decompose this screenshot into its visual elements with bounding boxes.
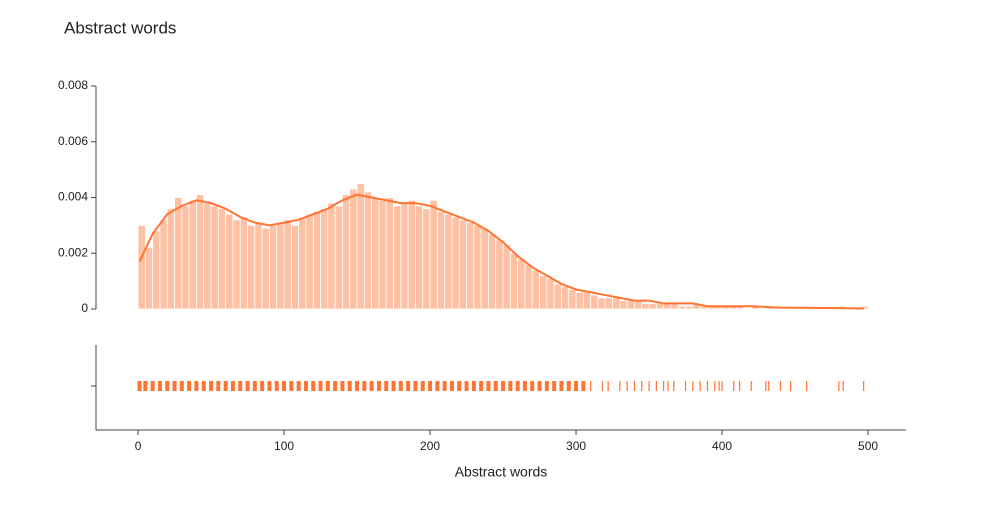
bar — [210, 205, 219, 310]
bar — [641, 303, 650, 310]
bar — [137, 224, 146, 310]
bar — [502, 244, 511, 310]
bar — [407, 199, 416, 310]
y-tick-label: 0.002 — [58, 245, 88, 259]
y-tick-label: 0.008 — [58, 78, 88, 92]
bar — [349, 188, 358, 310]
bar — [524, 263, 533, 310]
bar — [290, 224, 300, 310]
bar — [473, 224, 482, 310]
y-tick-label: 0 — [81, 301, 88, 315]
bar — [385, 197, 394, 310]
bar — [400, 202, 409, 310]
bar — [495, 238, 504, 310]
bar — [239, 216, 248, 310]
bar — [269, 224, 278, 310]
x-tick-label: 300 — [566, 439, 586, 453]
bar — [415, 205, 424, 310]
bar — [312, 211, 321, 310]
bar — [363, 191, 373, 310]
bar — [203, 202, 212, 310]
bar — [582, 291, 592, 310]
bar — [305, 213, 314, 310]
bar — [648, 303, 657, 310]
bar — [298, 216, 307, 310]
bar — [634, 300, 643, 310]
y-tick-label: 0.004 — [58, 190, 88, 204]
x-axis-label: Abstract words — [455, 464, 548, 480]
bar — [604, 297, 613, 310]
chart-title: Abstract words — [64, 18, 176, 37]
bar — [378, 199, 387, 310]
bar — [480, 227, 489, 310]
bar — [188, 199, 197, 310]
bar — [444, 213, 453, 310]
bar — [517, 258, 526, 310]
x-tick-label: 100 — [274, 439, 294, 453]
bar — [159, 219, 168, 310]
bar — [342, 194, 351, 310]
bar — [466, 222, 475, 310]
bar — [254, 222, 263, 310]
bar — [568, 289, 577, 310]
x-tick-label: 0 — [135, 439, 142, 453]
bar — [152, 230, 161, 310]
bar — [488, 233, 497, 310]
bar — [334, 205, 343, 310]
bar — [655, 303, 665, 310]
bar — [590, 294, 599, 310]
bar — [619, 300, 628, 310]
bar — [539, 275, 548, 310]
x-tick-label: 400 — [712, 439, 732, 453]
bar — [327, 202, 336, 310]
bar — [174, 197, 183, 310]
bar — [217, 208, 227, 310]
bar — [225, 213, 234, 310]
bar — [436, 211, 446, 310]
bar — [232, 219, 241, 310]
bar — [553, 283, 562, 310]
bar — [320, 208, 329, 310]
bar — [261, 227, 270, 310]
bar — [677, 305, 686, 310]
bar — [181, 205, 190, 310]
bar — [276, 222, 285, 310]
bar — [612, 297, 621, 310]
bar — [196, 194, 205, 310]
y-tick-label: 0.006 — [58, 134, 88, 148]
bar — [356, 183, 365, 310]
bar — [166, 208, 175, 310]
bar — [429, 199, 438, 310]
bar — [546, 277, 555, 310]
kde-curve — [138, 193, 864, 310]
bar — [685, 305, 694, 310]
bar — [247, 224, 256, 310]
bar — [451, 216, 460, 310]
bar — [561, 286, 570, 310]
x-tick-label: 500 — [858, 439, 878, 453]
bar — [531, 269, 540, 310]
bar — [597, 297, 606, 310]
bar — [422, 208, 431, 310]
bar — [283, 219, 292, 310]
bar — [371, 197, 380, 310]
bar — [509, 252, 519, 310]
bar — [458, 219, 467, 310]
bar — [144, 247, 154, 310]
bar — [626, 300, 635, 310]
x-tick-label: 200 — [420, 439, 440, 453]
bar — [575, 291, 584, 310]
bar — [393, 205, 402, 310]
